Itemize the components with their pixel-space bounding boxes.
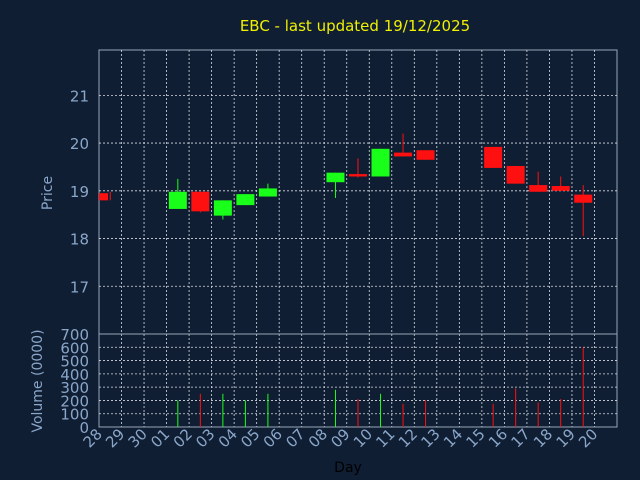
price-tick-label: 20 [70, 135, 89, 153]
volume-axis-label: Volume (0000) [30, 329, 46, 432]
chart-title: EBC - last updated 19/12/2025 [240, 17, 470, 35]
price-tick-label: 18 [70, 231, 89, 249]
candle-body [213, 200, 232, 216]
price-tick-label: 17 [70, 278, 89, 296]
volume-tick-label: 600 [60, 339, 89, 357]
candle-body [99, 193, 108, 201]
price-axis-label: Price [40, 176, 56, 210]
candle-body [326, 172, 345, 183]
price-panel: 17 18 19 20 21 [70, 49, 618, 335]
volume-tick-label: 400 [60, 366, 89, 384]
candle-body [529, 185, 548, 192]
candle-body [258, 188, 277, 197]
candle-body [416, 150, 435, 160]
candle-body [506, 165, 525, 184]
volume-tick-label: 0 [79, 419, 89, 437]
volume-tick-label: 200 [60, 392, 89, 410]
candle-body [574, 194, 593, 203]
volume-tick-label: 300 [60, 379, 89, 397]
candle-body [168, 191, 187, 209]
price-tick-label: 21 [70, 87, 89, 105]
candle-body [349, 174, 367, 177]
price-tick-label: 19 [70, 183, 89, 201]
volume-tick-label: 100 [60, 406, 89, 424]
candle-body [484, 146, 503, 168]
candle-body [394, 152, 413, 157]
day-tick-label: 20 [575, 425, 601, 451]
day-axis-label: Day [334, 460, 362, 476]
candle-body [191, 191, 210, 212]
volume-tick-label: 700 [60, 326, 89, 344]
volume-tick-label: 500 [60, 353, 89, 371]
candle-body [551, 186, 570, 191]
candle-body [371, 148, 390, 177]
day-tick-labels: 2829300102030405060708091011121314151617… [80, 425, 602, 451]
candle-body [236, 194, 255, 206]
